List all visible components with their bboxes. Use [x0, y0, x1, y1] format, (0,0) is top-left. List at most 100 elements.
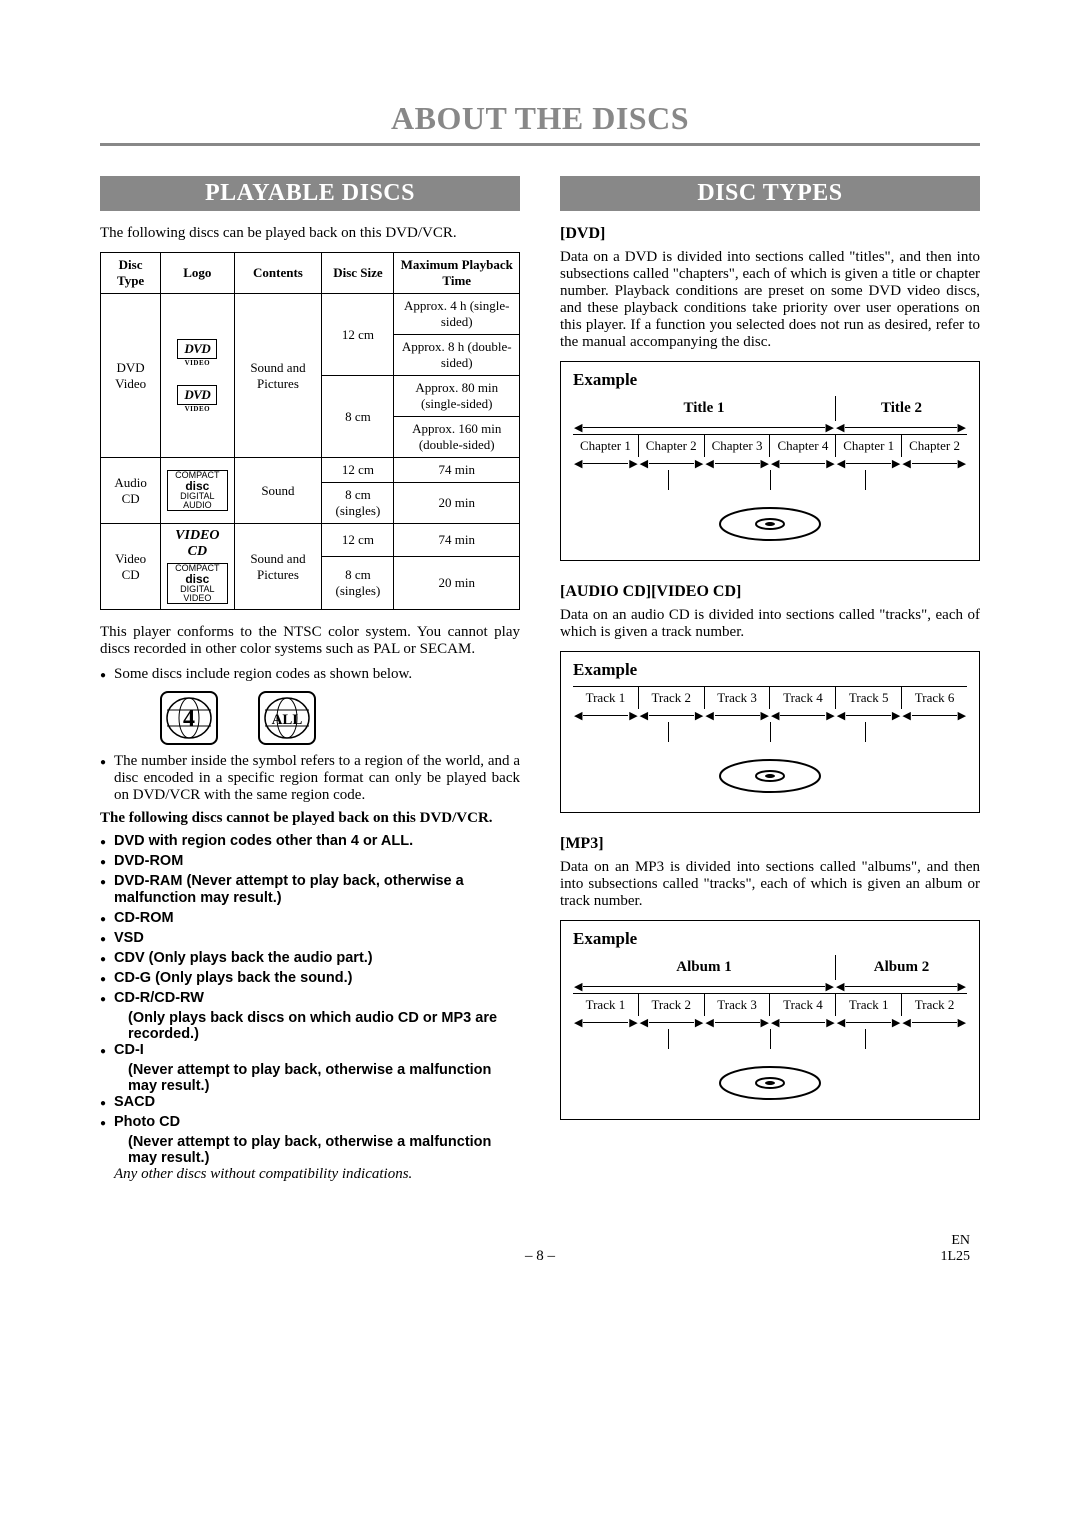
- track-seg: Track 2: [639, 994, 705, 1016]
- th-contents: Contents: [234, 253, 322, 294]
- right-column: DISC TYPES [DVD] Data on a DVD is divide…: [560, 176, 980, 1183]
- connector-lines: [573, 470, 967, 490]
- mp3-album-row: Album 1 Album 2: [573, 955, 967, 980]
- mp3-paragraph: Data on an MP3 is divided into sections …: [560, 859, 980, 910]
- main-title: ABOUT THE DISCS: [100, 100, 980, 146]
- two-column-layout: PLAYABLE DISCS The following discs can b…: [100, 176, 980, 1183]
- dvd-chapter-row: Chapter 1Chapter 2Chapter 3Chapter 4Chap…: [573, 434, 967, 457]
- list-item: Photo CD: [114, 1114, 520, 1131]
- track-seg: Chapter 2: [639, 435, 705, 457]
- th-disc-size: Disc Size: [322, 253, 394, 294]
- dvd-title-row: Title 1 Title 2: [573, 396, 967, 421]
- arrow-seg: ◀▶: [770, 709, 836, 722]
- connector-lines: [573, 1029, 967, 1049]
- cell-dvd-size-8: 8 cm: [322, 376, 394, 458]
- th-disc-type: Disc Type: [101, 253, 161, 294]
- track-seg: Track 1: [573, 687, 639, 709]
- compact-disc-logo-icon: COMPACTdiscDIGITAL AUDIO: [167, 470, 227, 511]
- list-item: Some discs include region codes as shown…: [114, 666, 520, 683]
- arrow-seg: ◀▶: [901, 457, 967, 470]
- compact-disc-logo-icon: COMPACTdiscDIGITAL VIDEO: [167, 563, 227, 604]
- album-seg: Album 2: [836, 955, 967, 980]
- list-item: DVD-RAM (Never attempt to play back, oth…: [114, 873, 520, 907]
- arrow-seg: ◀▶: [770, 457, 836, 470]
- cd-subhead: [AUDIO CD][VIDEO CD]: [560, 583, 980, 601]
- list-item: VSD: [114, 930, 520, 947]
- videocd-logo-icon: VIDEO CD: [167, 528, 227, 560]
- track-seg: Track 4: [770, 994, 836, 1016]
- list-item-subnote: (Never attempt to play back, otherwise a…: [128, 1062, 520, 1094]
- arrow-row: ◀▶◀▶◀▶◀▶◀▶◀▶: [573, 1016, 967, 1029]
- cell-audio-type: Audio CD: [101, 458, 161, 524]
- playable-discs-banner: PLAYABLE DISCS: [100, 176, 520, 211]
- disc-icon: [573, 504, 967, 544]
- list-item: CD-I: [114, 1042, 520, 1059]
- table-row: Audio CD COMPACTdiscDIGITAL AUDIO Sound …: [101, 458, 520, 483]
- cell-audio-logo: COMPACTdiscDIGITAL AUDIO: [161, 458, 234, 524]
- region-code-all-icon: ALL: [258, 691, 316, 745]
- th-max-time: Maximum Playback Time: [394, 253, 520, 294]
- list-item-subnote: (Only plays back discs on which audio CD…: [128, 1010, 520, 1042]
- cell-dvd-logo: DVD VIDEO DVD VIDEO: [161, 294, 234, 458]
- cell-video-type: Video CD: [101, 524, 161, 610]
- cell-dvd-contents: Sound and Pictures: [234, 294, 322, 458]
- arrow-row: ◀▶ ◀▶: [573, 421, 967, 434]
- region-bullet-list: Some discs include region codes as shown…: [100, 666, 520, 683]
- track-seg: Chapter 4: [770, 435, 836, 457]
- cannot-play-header: The following discs cannot be played bac…: [100, 810, 520, 827]
- disc-table: Disc Type Logo Contents Disc Size Maximu…: [100, 252, 520, 610]
- list-item: CD-G (Only plays back the sound.): [114, 970, 520, 987]
- cell-dvd-time: Approx. 4 h (single-sided): [394, 294, 520, 335]
- arrow-row: ◀▶◀▶◀▶◀▶◀▶◀▶: [573, 457, 967, 470]
- cell-dvd-time: Approx. 8 h (double-sided): [394, 335, 520, 376]
- example-label: Example: [573, 929, 967, 949]
- region-explain-list: The number inside the symbol refers to a…: [100, 753, 520, 804]
- arrow-seg: ◀▶: [836, 1016, 902, 1029]
- title-seg: Title 1: [573, 396, 836, 421]
- list-item-subnote: (Never attempt to play back, otherwise a…: [128, 1134, 520, 1166]
- dvd-logo-sub: VIDEO: [167, 359, 227, 367]
- arrow-seg: ◀▶: [639, 1016, 705, 1029]
- left-column: PLAYABLE DISCS The following discs can b…: [100, 176, 520, 1183]
- track-seg: Track 5: [836, 687, 902, 709]
- cell-audio-time: 20 min: [394, 483, 520, 524]
- arrow-seg: ◀▶: [704, 1016, 770, 1029]
- cell-dvd-size-12: 12 cm: [322, 294, 394, 376]
- list-item: DVD-ROM: [114, 853, 520, 870]
- dvd-logo-icon: DVD: [177, 385, 217, 405]
- cannot-play-list: DVD with region codes other than 4 or AL…: [100, 833, 520, 1166]
- arrow-seg: ◀▶: [639, 709, 705, 722]
- list-item: The number inside the symbol refers to a…: [114, 753, 520, 804]
- cd-track-row: Track 1Track 2Track 3Track 4Track 5Track…: [573, 686, 967, 709]
- dvd-example-box: Example Title 1 Title 2 ◀▶ ◀▶ Chapter 1C…: [560, 361, 980, 561]
- cell-dvd-time: Approx. 80 min (single-sided): [394, 376, 520, 417]
- region-code-4-icon: 4: [160, 691, 218, 745]
- dvd-paragraph: Data on a DVD is divided into sections c…: [560, 249, 980, 351]
- table-header-row: Disc Type Logo Contents Disc Size Maximu…: [101, 253, 520, 294]
- arrow-seg: ◀▶: [704, 457, 770, 470]
- arrow-seg: ◀▶: [836, 457, 902, 470]
- track-seg: Track 3: [705, 994, 771, 1016]
- cell-audio-contents: Sound: [234, 458, 322, 524]
- arrow-seg: ◀▶: [836, 709, 902, 722]
- example-label: Example: [573, 370, 967, 390]
- arrow-seg: ◀▶: [901, 1016, 967, 1029]
- cell-video-time: 20 min: [394, 556, 520, 609]
- title-seg: Title 2: [836, 396, 967, 421]
- list-item: CDV (Only plays back the audio part.): [114, 950, 520, 967]
- footer-code: EN1L25: [683, 1233, 970, 1265]
- mp3-example-box: Example Album 1 Album 2 ◀▶ ◀▶ Track 1Tra…: [560, 920, 980, 1120]
- cell-video-size: 8 cm (singles): [322, 556, 394, 609]
- cell-dvd-type: DVD Video: [101, 294, 161, 458]
- arrow-seg: ◀▶: [704, 709, 770, 722]
- arrow-row: ◀▶◀▶◀▶◀▶◀▶◀▶: [573, 709, 967, 722]
- track-seg: Chapter 1: [573, 435, 639, 457]
- cell-video-logo: VIDEO CD COMPACTdiscDIGITAL VIDEO: [161, 524, 234, 610]
- cd-example-box: Example Track 1Track 2Track 3Track 4Trac…: [560, 651, 980, 813]
- page-footer: – 8 – EN1L25: [100, 1233, 980, 1265]
- th-logo: Logo: [161, 253, 234, 294]
- track-seg: Chapter 1: [836, 435, 902, 457]
- cd-paragraph: Data on an audio CD is divided into sect…: [560, 607, 980, 641]
- track-seg: Track 2: [902, 994, 967, 1016]
- arrow-seg: ◀▶: [639, 457, 705, 470]
